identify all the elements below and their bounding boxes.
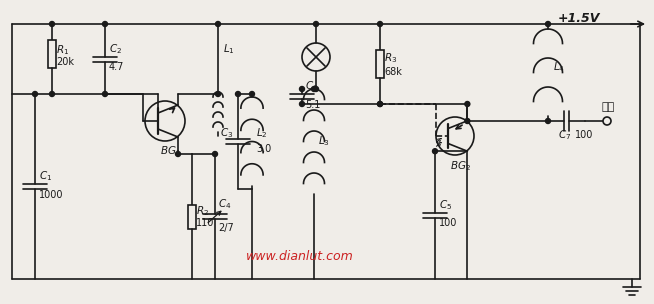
Text: 100: 100 bbox=[574, 130, 593, 140]
Text: $R_3$: $R_3$ bbox=[384, 51, 397, 65]
Text: 68k: 68k bbox=[384, 67, 402, 77]
Bar bbox=[48, 40, 56, 68]
Circle shape bbox=[175, 151, 181, 157]
Text: $C_5$: $C_5$ bbox=[439, 198, 452, 212]
Circle shape bbox=[313, 22, 318, 26]
Text: $L_3$: $L_3$ bbox=[318, 135, 330, 148]
Circle shape bbox=[103, 22, 107, 26]
Text: 输出: 输出 bbox=[602, 102, 615, 112]
Circle shape bbox=[377, 102, 383, 106]
Circle shape bbox=[603, 117, 611, 125]
Text: $BG_1$: $BG_1$ bbox=[160, 144, 181, 158]
Circle shape bbox=[50, 92, 54, 96]
Circle shape bbox=[300, 87, 305, 92]
Text: $BG_2$: $BG_2$ bbox=[450, 159, 471, 173]
Circle shape bbox=[545, 119, 551, 123]
Text: 1000: 1000 bbox=[39, 189, 63, 199]
Circle shape bbox=[302, 43, 330, 71]
Circle shape bbox=[300, 102, 305, 106]
Text: 20k: 20k bbox=[56, 57, 74, 67]
Text: 2/7: 2/7 bbox=[218, 223, 233, 233]
Text: $R_2$: $R_2$ bbox=[196, 205, 209, 218]
Circle shape bbox=[235, 92, 241, 96]
Text: $C_3$: $C_3$ bbox=[220, 126, 233, 140]
Circle shape bbox=[311, 87, 317, 92]
Text: $C_2$: $C_2$ bbox=[109, 42, 122, 56]
Text: $L_1$: $L_1$ bbox=[223, 42, 235, 56]
Bar bbox=[188, 205, 196, 229]
Text: $L_2$: $L_2$ bbox=[256, 126, 267, 140]
Circle shape bbox=[213, 151, 218, 157]
Text: +1.5V: +1.5V bbox=[558, 12, 600, 25]
Circle shape bbox=[33, 92, 37, 96]
Circle shape bbox=[145, 101, 185, 141]
Text: 5.1: 5.1 bbox=[305, 99, 320, 109]
Text: www.dianlut.com: www.dianlut.com bbox=[246, 250, 354, 262]
Circle shape bbox=[249, 92, 254, 96]
Text: 4.7: 4.7 bbox=[109, 62, 124, 72]
Text: $C_6$: $C_6$ bbox=[305, 80, 318, 93]
Circle shape bbox=[465, 119, 470, 123]
Circle shape bbox=[377, 102, 383, 106]
Circle shape bbox=[377, 22, 383, 26]
Circle shape bbox=[103, 92, 107, 96]
Circle shape bbox=[545, 22, 551, 26]
Text: $C_4$: $C_4$ bbox=[218, 198, 232, 211]
Circle shape bbox=[216, 92, 220, 96]
Circle shape bbox=[50, 22, 54, 26]
Circle shape bbox=[216, 22, 220, 26]
Circle shape bbox=[465, 102, 470, 106]
Circle shape bbox=[436, 117, 474, 155]
Text: 3.0: 3.0 bbox=[256, 144, 271, 154]
Text: $C_7$: $C_7$ bbox=[559, 128, 572, 142]
Text: 110: 110 bbox=[196, 219, 215, 229]
Text: $L_4$: $L_4$ bbox=[553, 60, 565, 74]
Circle shape bbox=[432, 149, 438, 154]
Text: $C_1$: $C_1$ bbox=[39, 170, 52, 183]
Text: 100: 100 bbox=[439, 218, 457, 228]
Circle shape bbox=[313, 87, 318, 92]
Bar bbox=[376, 50, 384, 78]
Text: $R_1$: $R_1$ bbox=[56, 43, 69, 57]
